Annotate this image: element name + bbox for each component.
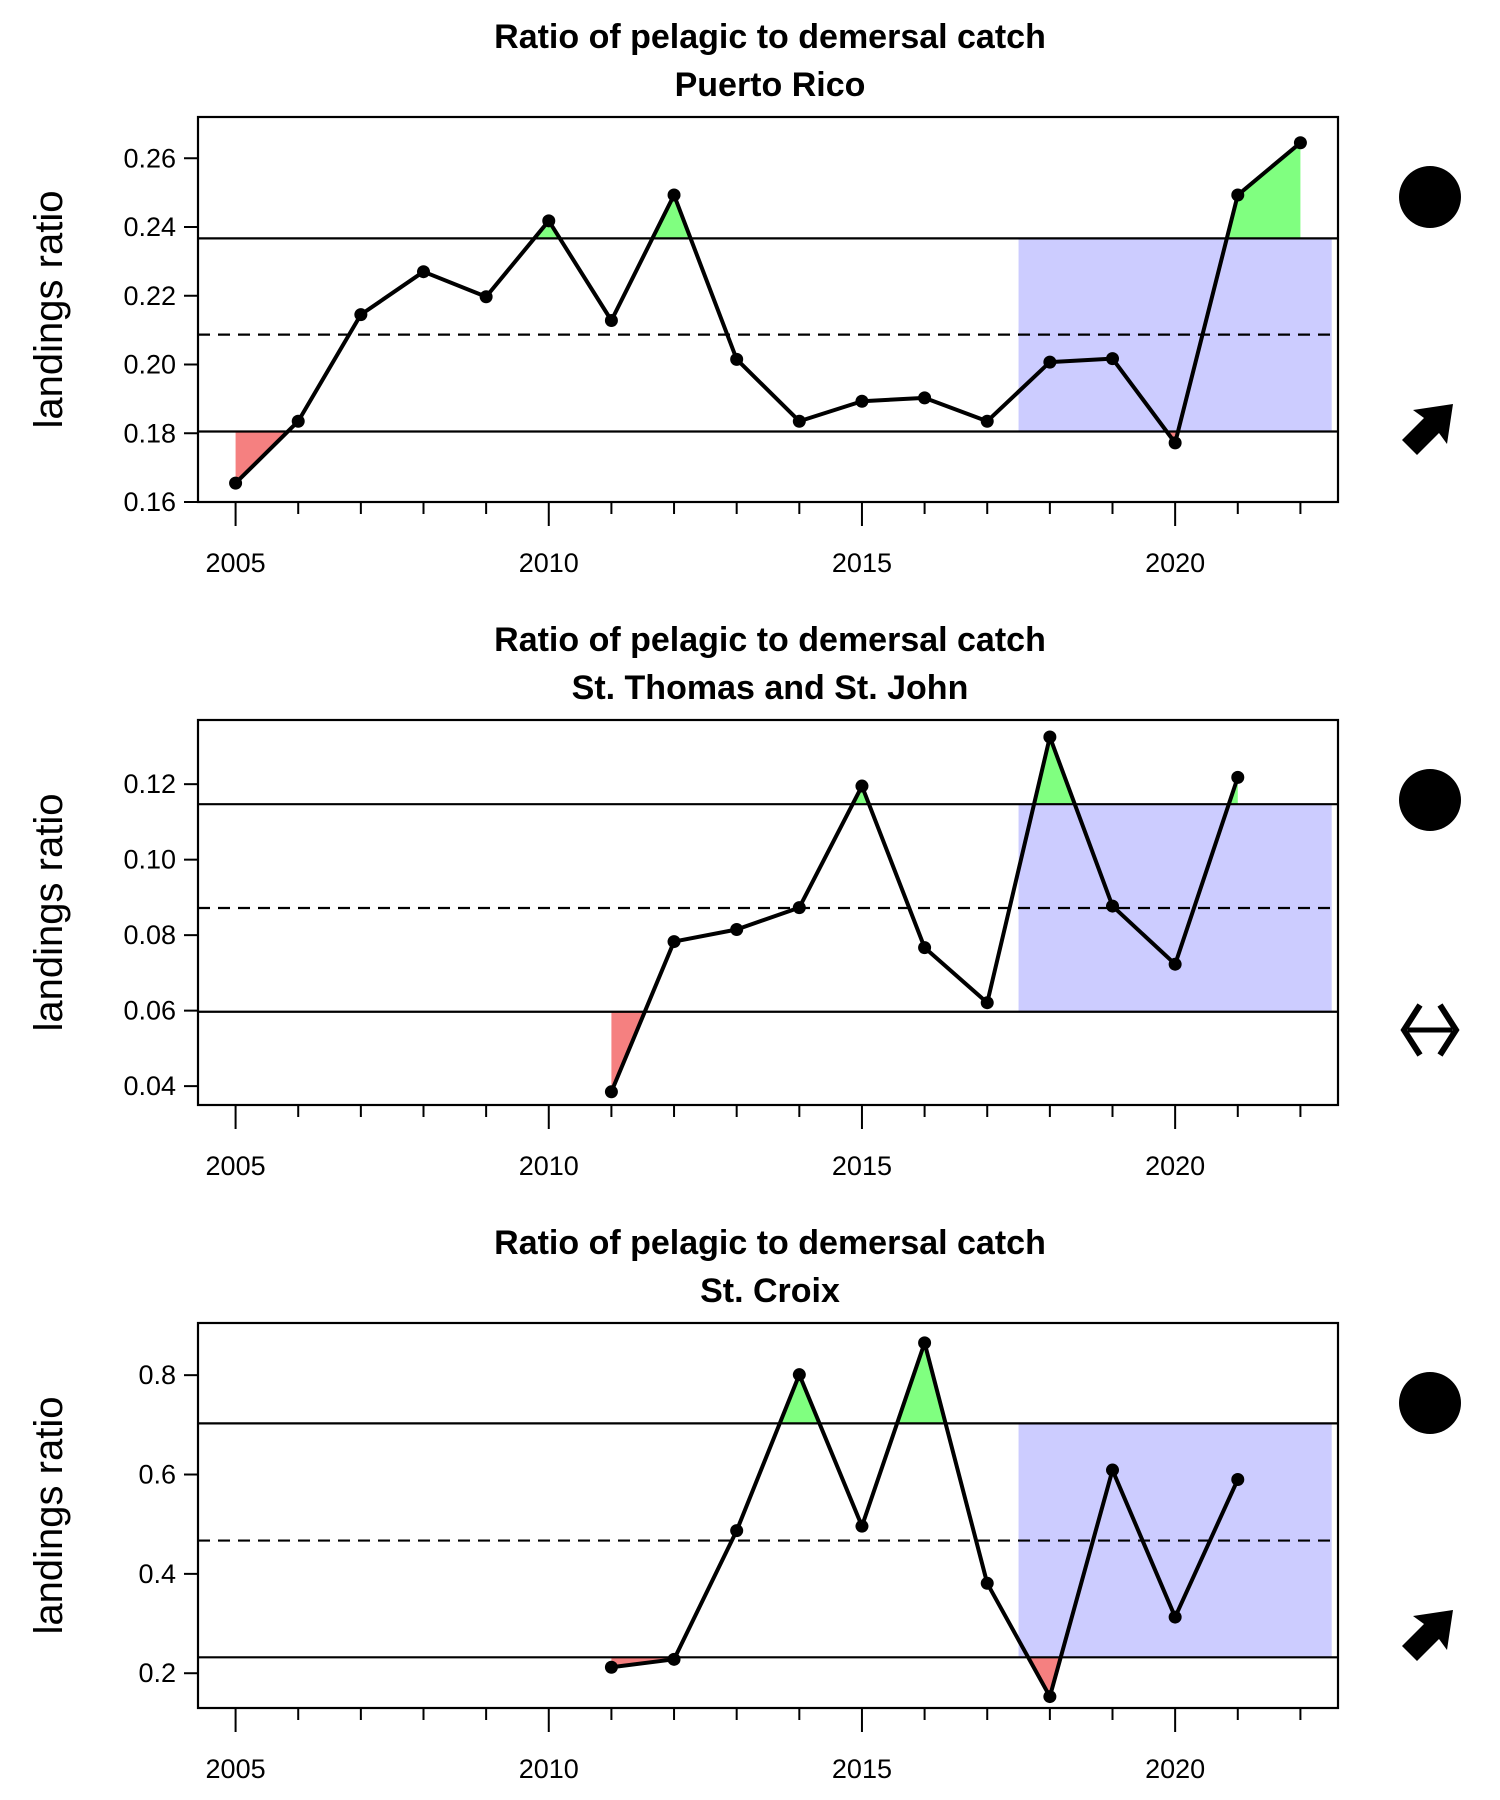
data-point bbox=[1293, 136, 1307, 150]
y-tick-label: 0.18 bbox=[123, 418, 176, 448]
data-point bbox=[792, 1368, 806, 1382]
data-point bbox=[229, 476, 243, 490]
left-right-arrow-icon bbox=[1400, 1003, 1460, 1057]
data-point bbox=[918, 391, 932, 405]
trend-indicator-circle-icon bbox=[1399, 1372, 1461, 1434]
data-point bbox=[980, 414, 994, 428]
data-point bbox=[1043, 355, 1057, 369]
data-point bbox=[1168, 436, 1182, 450]
data-point bbox=[980, 996, 994, 1010]
x-tick-label: 2015 bbox=[832, 1754, 892, 1784]
x-tick-label: 2020 bbox=[1145, 1151, 1205, 1181]
y-tick-label: 0.6 bbox=[138, 1460, 176, 1490]
data-point bbox=[1231, 770, 1245, 784]
y-tick-label: 0.4 bbox=[138, 1559, 176, 1589]
data-point bbox=[1043, 1690, 1057, 1704]
y-tick-label: 0.06 bbox=[123, 996, 176, 1026]
data-point bbox=[354, 308, 368, 322]
y-tick-label: 0.10 bbox=[123, 845, 176, 875]
above-upper-fill bbox=[779, 1374, 820, 1424]
y-axis-label: landings ratio bbox=[27, 794, 71, 1032]
data-point bbox=[1231, 1472, 1245, 1486]
y-axis-label: landings ratio bbox=[27, 191, 71, 429]
chart-title: Ratio of pelagic to demersal catch bbox=[494, 621, 1046, 659]
data-point bbox=[855, 394, 869, 408]
x-tick-label: 2020 bbox=[1145, 1754, 1205, 1784]
x-tick-label: 2020 bbox=[1145, 548, 1205, 578]
chart-subtitle: Puerto Rico bbox=[675, 66, 866, 104]
data-point bbox=[792, 414, 806, 428]
plot-frame bbox=[196, 115, 1340, 504]
data-point bbox=[792, 901, 806, 915]
chart-subtitle: St. Croix bbox=[700, 1272, 840, 1310]
data-point bbox=[667, 935, 681, 949]
above-upper-fill bbox=[1034, 736, 1075, 805]
data-point bbox=[416, 265, 430, 279]
y-tick-label: 0.2 bbox=[138, 1658, 176, 1688]
data-point bbox=[667, 1652, 681, 1666]
y-tick-label: 0.04 bbox=[123, 1071, 176, 1101]
x-tick-label: 2010 bbox=[519, 1754, 579, 1784]
data-point bbox=[1168, 957, 1182, 971]
data-point bbox=[667, 188, 681, 202]
data-point bbox=[1106, 1463, 1120, 1477]
above-upper-fill bbox=[1226, 142, 1301, 239]
data-point bbox=[1168, 1610, 1182, 1624]
x-tick-label: 2005 bbox=[206, 1151, 266, 1181]
y-tick-label: 0.26 bbox=[123, 143, 176, 173]
x-tick-label: 2015 bbox=[832, 1151, 892, 1181]
x-tick-label: 2010 bbox=[519, 1151, 579, 1181]
data-point bbox=[980, 1576, 994, 1590]
plot-frame bbox=[196, 1321, 1340, 1710]
x-tick-label: 2005 bbox=[206, 548, 266, 578]
y-tick-label: 0.20 bbox=[123, 350, 176, 380]
data-point bbox=[1231, 188, 1245, 202]
above-upper-fill bbox=[897, 1342, 946, 1424]
chart-title: Ratio of pelagic to demersal catch bbox=[494, 18, 1046, 56]
data-point bbox=[1106, 899, 1120, 913]
data-point bbox=[542, 214, 556, 228]
data-point bbox=[1106, 352, 1120, 366]
series-line bbox=[234, 141, 1302, 485]
plot-frame bbox=[196, 718, 1340, 1107]
data-point bbox=[730, 352, 744, 366]
up-right-arrow-icon bbox=[1402, 1610, 1453, 1661]
chart-panel-2: Ratio of pelagic to demersal catch St. Th… bbox=[27, 621, 1461, 1181]
data-point bbox=[604, 314, 618, 327]
y-tick-label: 0.16 bbox=[123, 487, 176, 517]
chart-subtitle: St. Thomas and St. John bbox=[572, 669, 969, 707]
data-point bbox=[918, 941, 932, 955]
above-upper-fill bbox=[652, 195, 691, 239]
x-tick-label: 2015 bbox=[832, 548, 892, 578]
y-tick-label: 0.22 bbox=[123, 281, 176, 311]
y-tick-label: 0.12 bbox=[123, 769, 176, 799]
data-point bbox=[1043, 730, 1057, 744]
chart-panel-1: Ratio of pelagic to demersal catch Puerto… bbox=[27, 18, 1461, 578]
y-axis-label: landings ratio bbox=[27, 1397, 71, 1635]
data-point bbox=[479, 290, 493, 304]
x-tick-label: 2005 bbox=[206, 1754, 266, 1784]
chart-panel-3: Ratio of pelagic to demersal catch St. Cr… bbox=[27, 1224, 1461, 1784]
x-tick-label: 2010 bbox=[519, 548, 579, 578]
chart-title: Ratio of pelagic to demersal catch bbox=[494, 1224, 1046, 1262]
up-right-arrow-icon bbox=[1402, 404, 1453, 455]
data-point bbox=[855, 779, 869, 793]
data-point bbox=[604, 1085, 618, 1099]
y-tick-label: 0.8 bbox=[138, 1360, 176, 1390]
data-point bbox=[730, 922, 744, 936]
trend-indicator-circle-icon bbox=[1399, 769, 1461, 831]
data-point bbox=[730, 1524, 744, 1538]
data-point bbox=[855, 1519, 869, 1533]
y-tick-label: 0.08 bbox=[123, 920, 176, 950]
data-point bbox=[291, 414, 305, 428]
trend-indicator-circle-icon bbox=[1399, 166, 1461, 228]
y-tick-label: 0.24 bbox=[123, 212, 176, 242]
below-lower-fill bbox=[1028, 1657, 1061, 1697]
data-point bbox=[918, 1336, 932, 1350]
data-point bbox=[604, 1660, 618, 1674]
above-upper-fill bbox=[534, 220, 560, 239]
